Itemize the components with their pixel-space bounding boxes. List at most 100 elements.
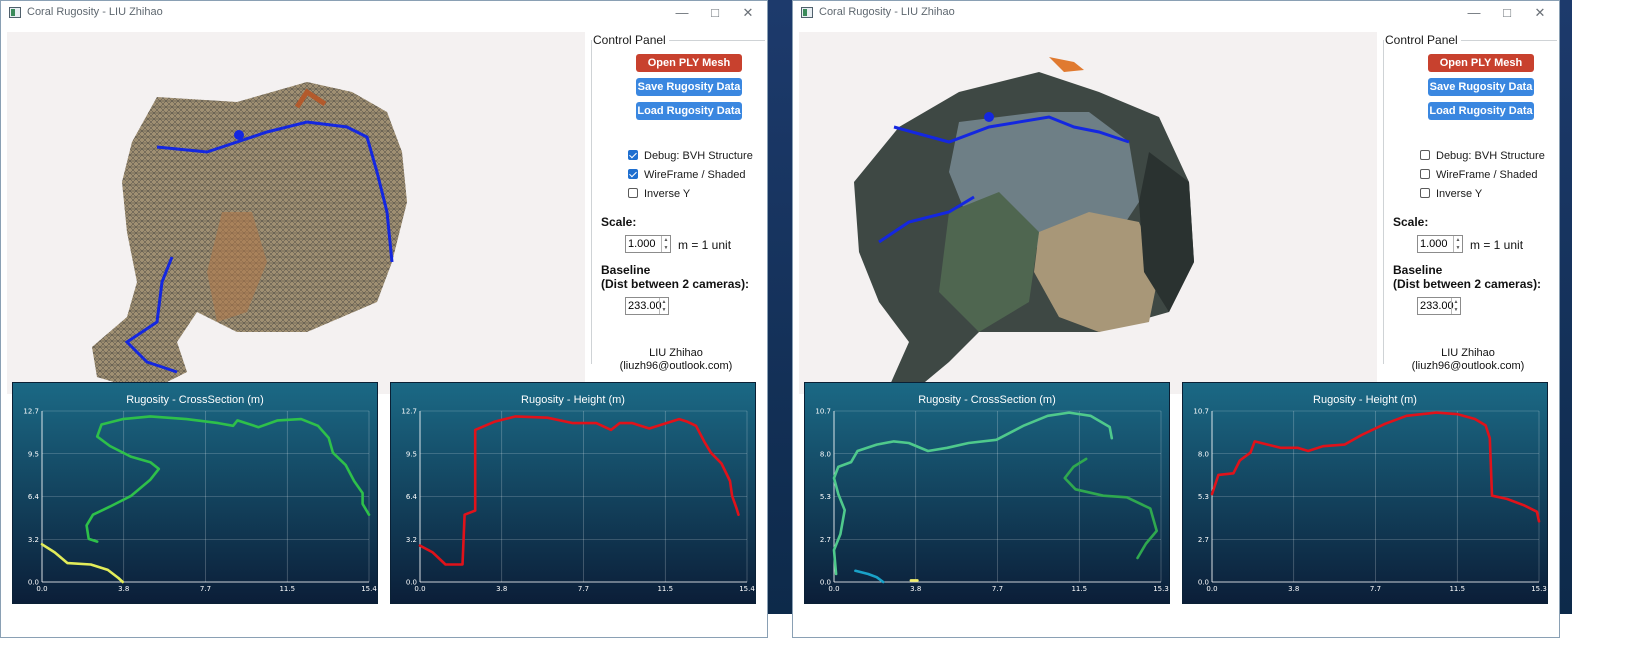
debug-bvh-checkbox[interactable]: Debug: BVH Structure [1420, 149, 1545, 163]
checkbox-checked-icon[interactable] [628, 169, 638, 179]
y-tick-label: 5.3 [1198, 493, 1209, 501]
window-title: Coral Rugosity - LIU Zhihao [27, 6, 163, 18]
y-tick-label: 9.5 [406, 450, 417, 458]
wireframe-shaded-checkbox[interactable]: WireFrame / Shaded [628, 168, 745, 182]
x-tick-label: 7.7 [200, 585, 211, 593]
y-tick-label: 10.7 [1193, 408, 1209, 416]
chart-title: Rugosity - CrossSection (m) [126, 394, 264, 406]
y-tick-label: 10.7 [815, 408, 831, 416]
title-bar: Coral Rugosity - LIU Zhihao — □ ✕ [1, 1, 767, 25]
x-tick-label: 3.8 [118, 585, 129, 593]
control-panel-border-left [591, 40, 592, 364]
author-name: LIU Zhihao [1441, 347, 1495, 359]
y-tick-label: 8.0 [820, 450, 831, 458]
x-tick-label: 7.7 [992, 585, 1003, 593]
x-tick-label: 0.0 [828, 585, 839, 593]
inverse-y-checkbox[interactable]: Inverse Y [628, 187, 690, 201]
x-tick-label: 0.0 [36, 585, 47, 593]
y-tick-label: 5.3 [820, 493, 831, 501]
control-panel-title: Control Panel [1385, 33, 1461, 47]
load-rugosity-data-button[interactable]: Load Rugosity Data [1428, 102, 1534, 120]
checkbox-unchecked-icon[interactable] [628, 188, 638, 198]
x-tick-label: 15.4 [361, 585, 377, 593]
save-rugosity-data-button[interactable]: Save Rugosity Data [1428, 78, 1534, 96]
y-tick-label: 2.7 [1198, 536, 1209, 544]
baseline-spinbox[interactable]: 233.00 ▲ ▼ [625, 297, 669, 315]
close-icon[interactable]: ✕ [742, 5, 754, 20]
chart-plot: 0.0 3.8 7.7 11.5 15.4 0.0 3.2 6.4 9.5 12.7 [401, 408, 755, 594]
3d-mesh-viewport[interactable] [7, 32, 585, 394]
series-line [40, 543, 124, 584]
x-tick-label: 0.0 [1206, 585, 1217, 593]
baseline-sublabel: (Dist between 2 cameras): [601, 277, 750, 291]
y-tick-label: 3.2 [406, 536, 417, 544]
open-ply-mesh-button[interactable]: Open PLY Mesh [1428, 54, 1534, 72]
y-tick-label: 0.0 [28, 579, 39, 587]
scale-unit-label: m = 1 unit [678, 238, 732, 252]
x-tick-label: 3.8 [910, 585, 921, 593]
minimize-icon[interactable]: — [675, 5, 689, 20]
inverse-y-checkbox[interactable]: Inverse Y [1420, 187, 1482, 201]
x-tick-label: 11.5 [279, 585, 295, 593]
x-tick-label: 7.7 [1370, 585, 1381, 593]
x-tick-label: 15.3 [1531, 585, 1547, 593]
author-email: (liuzh96@outlook.com) [1411, 360, 1525, 372]
baseline-sublabel: (Dist between 2 cameras): [1393, 277, 1542, 291]
y-tick-label: 6.4 [406, 493, 418, 501]
coral-wireframe-mesh [92, 82, 407, 392]
desktop-wallpaper-left [768, 0, 792, 614]
spin-arrows-icon[interactable]: ▲ ▼ [659, 298, 668, 314]
wireframe-shaded-checkbox[interactable]: WireFrame / Shaded [1420, 168, 1537, 182]
checkbox-unchecked-icon[interactable] [1420, 188, 1430, 198]
control-panel: Control Panel Open PLY Mesh Save Rugosit… [1377, 32, 1559, 394]
baseline-label: Baseline [1393, 263, 1443, 277]
spin-arrows-icon[interactable]: ▲ ▼ [1451, 298, 1460, 314]
close-icon[interactable]: ✕ [1534, 5, 1546, 20]
open-ply-mesh-button[interactable]: Open PLY Mesh [636, 54, 742, 72]
x-tick-label: 15.3 [1153, 585, 1169, 593]
crosssection-chart: Rugosity - CrossSection (m) 0.0 3.8 7.7 11.… [12, 382, 378, 604]
desktop-wallpaper-right [1560, 0, 1572, 614]
spin-arrows-icon[interactable]: ▲ ▼ [661, 236, 670, 252]
chart-plot: 0.0 3.8 7.7 11.5 15.3 0.0 2.7 5.3 8.0 10.7 [1193, 408, 1547, 594]
app-icon [801, 7, 813, 18]
title-bar: Coral Rugosity - LIU Zhihao — □ ✕ [793, 1, 1559, 25]
scale-label: Scale: [601, 215, 637, 229]
x-tick-label: 0.0 [414, 585, 425, 593]
spin-arrows-icon[interactable]: ▲ ▼ [1453, 236, 1462, 252]
chart-title: Rugosity - Height (m) [1313, 394, 1417, 406]
app-icon [9, 7, 21, 18]
checkbox-unchecked-icon[interactable] [1420, 150, 1430, 160]
maximize-icon[interactable]: □ [1503, 5, 1511, 20]
3d-mesh-viewport[interactable] [799, 32, 1377, 394]
app-window-2: Coral Rugosity - LIU Zhihao — □ ✕ Contro… [792, 0, 1560, 638]
y-tick-label: 0.0 [1198, 579, 1209, 587]
baseline-spinbox[interactable]: 233.00 ▲ ▼ [1417, 297, 1461, 315]
checkbox-unchecked-icon[interactable] [1420, 169, 1430, 179]
series-line [832, 411, 1114, 576]
x-tick-label: 7.7 [578, 585, 589, 593]
x-tick-label: 11.5 [1449, 585, 1465, 593]
crosssection-chart: Rugosity - CrossSection (m) 0.0 3.8 7.7 11.… [804, 382, 1170, 604]
scale-spinbox[interactable]: 1.000 ▲ ▼ [1417, 235, 1463, 253]
checkbox-checked-icon[interactable] [628, 150, 638, 160]
chart-plot: 0.0 3.8 7.7 11.5 15.4 0.0 3.2 6.4 9.5 12.7 [23, 408, 377, 594]
app-window-1: Coral Rugosity - LIU Zhihao — □ ✕ Contro… [0, 0, 768, 638]
y-tick-label: 0.0 [820, 579, 831, 587]
window-title: Coral Rugosity - LIU Zhihao [819, 6, 955, 18]
x-tick-label: 11.5 [657, 585, 673, 593]
load-rugosity-data-button[interactable]: Load Rugosity Data [636, 102, 742, 120]
scale-spinbox[interactable]: 1.000 ▲ ▼ [625, 235, 671, 253]
x-tick-label: 3.8 [1288, 585, 1299, 593]
maximize-icon[interactable]: □ [711, 5, 719, 20]
series-line [1063, 457, 1158, 560]
chart-plot: 0.0 3.8 7.7 11.5 15.3 0.0 2.7 5.3 8.0 10.7 [815, 408, 1169, 594]
minimize-icon[interactable]: — [1467, 5, 1481, 20]
y-tick-label: 2.7 [820, 536, 831, 544]
y-tick-label: 12.7 [401, 408, 417, 416]
control-panel-border [661, 40, 765, 41]
control-panel: Control Panel Open PLY Mesh Save Rugosit… [585, 32, 767, 394]
x-tick-label: 3.8 [496, 585, 507, 593]
debug-bvh-checkbox[interactable]: Debug: BVH Structure [628, 149, 753, 163]
save-rugosity-data-button[interactable]: Save Rugosity Data [636, 78, 742, 96]
